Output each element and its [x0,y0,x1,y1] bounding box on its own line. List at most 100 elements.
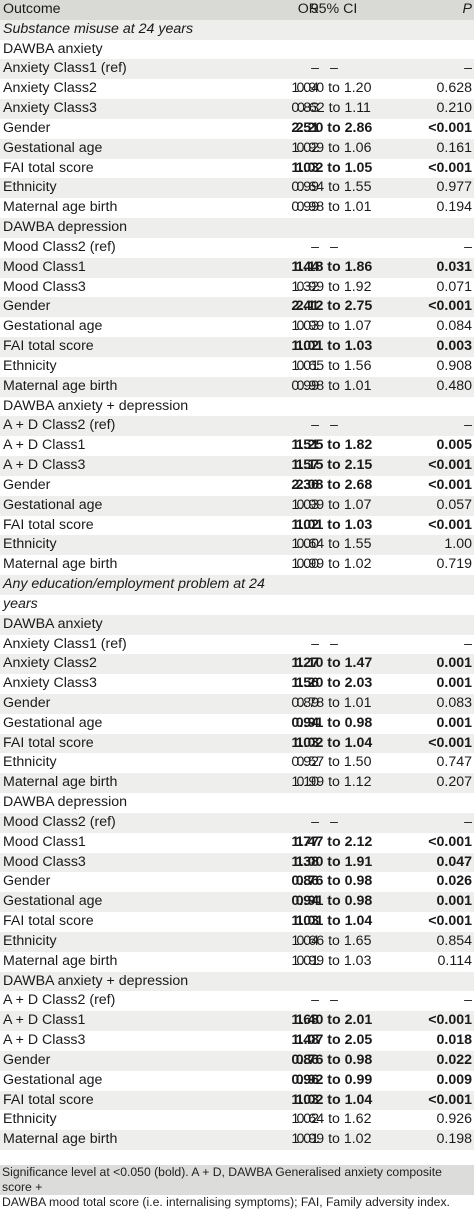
odds-ratio-cell: 0.94 [291,893,319,910]
table-row: Gender 0.86 0.76 to 0.98 0.026 [0,872,474,892]
row-label: Maternal age birth [3,952,118,969]
confidence-interval-cell: 1.00 to 1.91 [295,853,373,870]
odds-ratio-cell: 1.04 [291,80,319,97]
p-value-cell: <0.001 [428,833,472,850]
row-label: Ethnicity [3,754,57,771]
row-label: Substance misuse at 24 years [3,20,194,37]
table-row: A + D Class3 1.48 1.07 to 2.05 0.018 [0,1031,474,1051]
row-label: Ethnicity [3,536,57,553]
table-row: FAI total score 1.03 1.02 to 1.04 <0.001 [0,733,474,754]
p-value-cell: 0.003 [436,338,472,355]
confidence-interval-cell: – [330,813,338,830]
row-label: Gender [3,873,51,890]
group-heading-row: DAWBA anxiety + depression [0,397,474,417]
p-value-cell: 0.908 [436,357,472,374]
row-label: A + D Class3 [3,1032,86,1049]
row-label: Gestational age [3,139,103,156]
p-value-cell: <0.001 [428,516,472,533]
p-value-cell: 0.628 [436,80,472,97]
row-label: DAWBA depression [3,219,128,236]
table-row: A + D Class2 (ref) – – – [0,991,474,1011]
table-row: Anxiety Class3 0.83 0.62 to 1.11 0.210 [0,99,474,119]
confidence-interval-cell: 0.64 to 1.55 [296,179,372,196]
row-label: Any education/employment problem at 24 [3,576,265,593]
confidence-interval-cell: 1.02 to 1.04 [295,1091,373,1108]
table-row: A + D Class1 1.51 1.25 to 1.82 0.005 [0,436,474,456]
odds-ratio-cell: 1.44 [291,258,319,275]
section-heading-row: Substance misuse at 24 years [0,19,474,40]
confidence-interval-cell: – [330,238,338,255]
row-label: Gender [3,476,51,493]
p-value-cell: 0.161 [436,139,472,156]
odds-ratio-cell: 2.36 [291,476,319,493]
odds-ratio-cell: – [311,60,319,77]
odds-ratio-cell: 1.00 [291,556,319,573]
row-label: Anxiety Class3 [3,100,97,117]
row-label: Gender [3,298,51,315]
odds-ratio-cell: 1.03 [291,159,319,176]
odds-ratio-cell: 0.99 [291,377,319,394]
row-label: FAI total score [3,734,94,751]
p-value-cell: 0.009 [436,1071,472,1088]
row-label: Anxiety Class2 [3,655,97,672]
row-label: Anxiety Class1 (ref) [3,60,127,77]
odds-ratio-cell: 0.83 [291,100,319,117]
row-label: DAWBA anxiety + depression [3,397,189,414]
p-value-cell: <0.001 [428,1012,472,1029]
confidence-interval-cell: 0.76 to 0.98 [295,873,373,890]
row-label: Maternal age birth [3,556,118,573]
odds-ratio-cell: 0.96 [291,1071,319,1088]
table-row: Mood Class2 (ref) – – – [0,238,474,258]
odds-ratio-cell: 2.41 [291,298,319,315]
p-value-cell: – [464,813,472,830]
confidence-interval-cell: 0.99 to 1.02 [296,556,372,573]
p-value-cell: <0.001 [428,734,472,751]
confidence-interval-cell: – [330,417,338,434]
confidence-interval-cell: 0.99 to 1.12 [296,774,372,791]
table-row: Maternal age birth 0.99 0.98 to 1.01 0.194 [0,198,474,218]
odds-ratio-cell: 0.86 [291,1051,319,1068]
confidence-interval-cell: 2.20 to 2.86 [295,119,373,136]
table-row: Maternal age birth 1.00 0.99 to 1.02 0.719 [0,555,474,575]
confidence-interval-cell: 1.18 to 1.86 [295,258,373,275]
section-heading-row: years [0,595,474,615]
table-row: Mood Class1 1.44 1.18 to 1.86 0.031 [0,257,474,278]
confidence-interval-cell: 0.99 to 1.02 [296,1131,372,1148]
confidence-interval-cell: 2.08 to 2.68 [295,476,373,493]
row-label: Gestational age [3,1071,103,1088]
confidence-interval-cell: 1.10 to 1.47 [295,655,373,672]
odds-ratio-cell: 1.03 [291,734,319,751]
odds-ratio-cell: 1.10 [291,774,319,791]
p-value-cell: 0.018 [436,1032,472,1049]
p-value-cell: 0.001 [436,675,472,692]
confidence-interval-cell: 0.64 to 1.55 [296,536,372,553]
table-row: Mood Class3 1.38 1.00 to 1.91 0.047 [0,852,474,873]
row-label: Gender [3,1051,51,1068]
row-label: Mood Class2 (ref) [3,813,116,830]
odds-ratio-cell: 1.57 [291,457,319,474]
p-value-cell: 0.047 [436,853,472,870]
row-label: A + D Class2 (ref) [3,417,116,434]
p-value-cell: <0.001 [428,476,472,493]
confidence-interval-cell: 0.62 to 1.11 [297,100,371,117]
row-label: Gender [3,694,51,711]
odds-ratio-cell: – [311,813,319,830]
row-label: Maternal age birth [3,377,118,394]
confidence-interval-cell: 0.99 to 1.07 [296,496,372,513]
p-value-cell: <0.001 [428,159,472,176]
table-row: Anxiety Class1 (ref) – – – [0,635,474,655]
odds-ratio-cell: 0.86 [291,873,319,890]
p-value-cell: 0.084 [436,318,472,335]
row-label: Ethnicity [3,1111,57,1128]
odds-ratio-cell: 1.04 [291,932,319,949]
results-table: Outcome OR 95% CI P Substance misuse at … [0,0,474,1151]
p-value-cell: 0.194 [436,199,472,216]
p-value-cell: 0.071 [436,278,472,295]
row-label: Gender [3,119,51,136]
row-label: Mood Class1 [3,258,86,275]
odds-ratio-cell: 1.77 [291,833,319,850]
confidence-interval-cell: – [330,992,338,1009]
confidence-interval-cell: 1.01 to 1.03 [295,516,373,533]
table-row: Gender 2.51 2.20 to 2.86 <0.001 [0,119,474,139]
group-heading-row: DAWBA depression [0,218,474,238]
